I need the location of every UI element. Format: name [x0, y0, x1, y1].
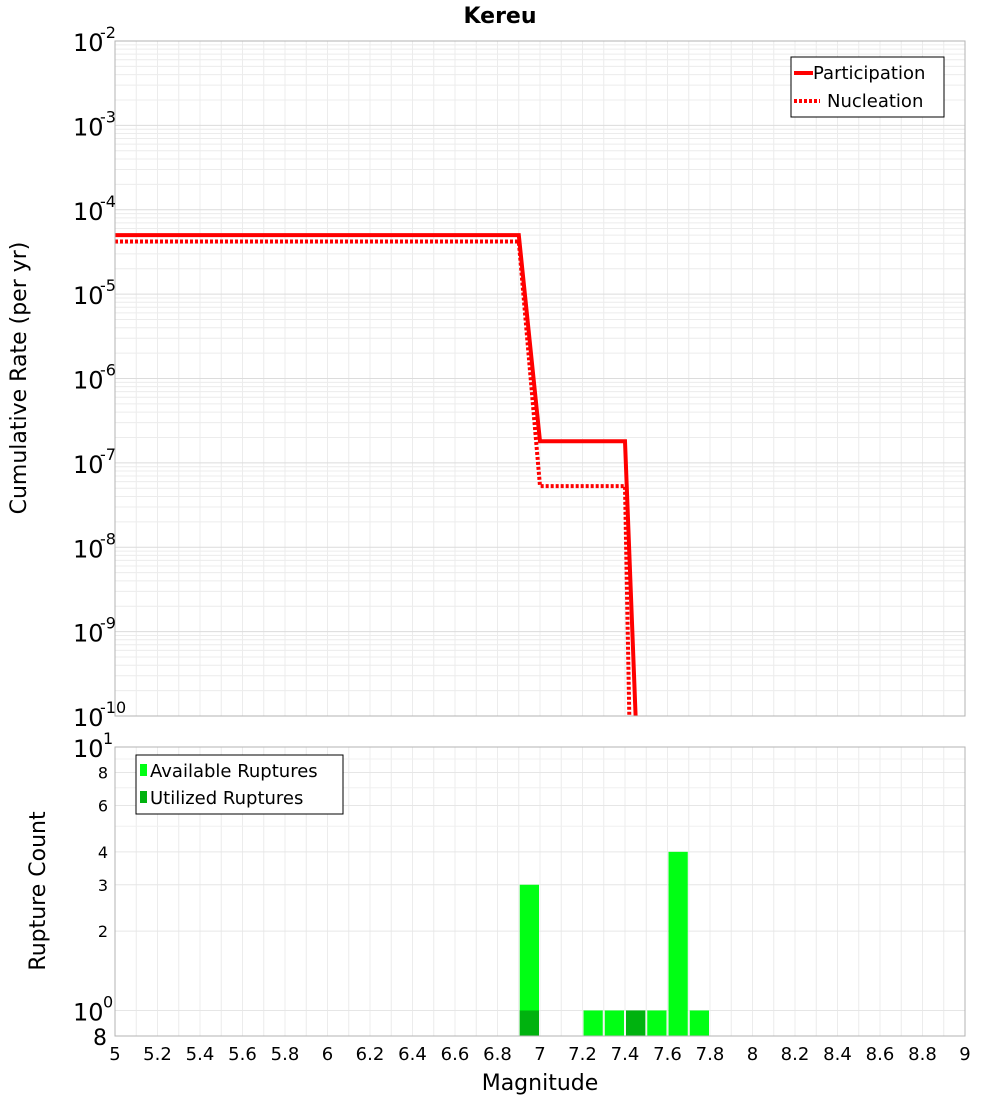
top-y-tick-base: 10	[73, 29, 104, 57]
top-y-tick-base: 10	[73, 113, 104, 141]
x-axis-label: Magnitude	[482, 1071, 599, 1096]
top-y-tick-base: 10	[73, 704, 104, 732]
top-y-tick-exponent: -9	[100, 614, 116, 633]
top-y-tick-exponent: -4	[100, 192, 116, 211]
x-tick-label: 8.6	[866, 1044, 895, 1065]
x-tick-label: 8.8	[908, 1044, 937, 1065]
x-tick-label: 5.6	[228, 1044, 257, 1065]
available-bar	[647, 1010, 667, 1036]
bottom-plot-frame	[114, 746, 966, 1037]
top-y-tick-exponent: -5	[100, 276, 116, 295]
x-tick-label: 7.2	[568, 1044, 597, 1065]
top-y-tick-base: 10	[73, 620, 104, 648]
bottom-y-tick-base: 10	[73, 735, 104, 763]
x-tick-label: 5.8	[271, 1044, 300, 1065]
available-bar	[604, 1010, 624, 1036]
available-bar	[583, 1010, 603, 1036]
bottom-y-tick-label: 3	[98, 876, 108, 895]
bottom-y-tick-exponent: 1	[103, 729, 113, 748]
top-y-tick: 10-3	[73, 107, 116, 141]
x-tick-label: 5	[109, 1044, 120, 1065]
top-y-tick: 10-9	[73, 614, 116, 648]
x-tick-label: 8.2	[781, 1044, 810, 1065]
utilized-bar	[519, 1010, 539, 1036]
x-tick-label: 5.2	[143, 1044, 172, 1065]
top-y-tick-exponent: -2	[100, 23, 116, 42]
legend-nucleation-label: Nucleation	[827, 91, 923, 112]
x-tick-label: 6.2	[356, 1044, 385, 1065]
bottom-y-axis-label: Rupture Count	[26, 811, 51, 971]
bottom-y-tick: 10 1	[73, 729, 113, 763]
x-tick-label: 8.4	[823, 1044, 852, 1065]
top-y-tick-exponent: -8	[100, 529, 116, 548]
available-bar	[519, 884, 539, 1036]
x-tick-label: 7	[534, 1044, 545, 1065]
top-y-tick: 10-2	[73, 23, 116, 57]
bottom-y-tick-label: 6	[98, 796, 108, 815]
chart-title: Kereu	[463, 4, 536, 29]
series-nucleation-line	[115, 239, 632, 717]
x-tick-label: 6.4	[398, 1044, 427, 1065]
series-participation-line	[115, 233, 638, 717]
top-y-tick-base: 10	[73, 282, 104, 310]
bottom-y-tick: 10 0	[73, 992, 113, 1026]
top-y-tick-exponent: -6	[100, 361, 116, 380]
top-series-lines	[115, 233, 638, 717]
x-tick-label: 7.4	[611, 1044, 640, 1065]
bottom-y-tick-label: 8	[93, 1026, 107, 1051]
top-y-tick: 10-10	[73, 698, 126, 732]
bottom-y-tick-base: 10	[73, 998, 104, 1026]
x-tick-label: 7.8	[696, 1044, 725, 1065]
x-tick-label: 6.6	[441, 1044, 470, 1065]
legend-available-label: Available Ruptures	[150, 761, 318, 782]
top-y-tick-exponent: -3	[100, 107, 116, 126]
top-y-tick-base: 10	[73, 451, 104, 479]
bottom-legend: Available Ruptures Utilized Ruptures	[135, 754, 344, 815]
x-tick-label: 5.4	[186, 1044, 215, 1065]
legend-utilized-label: Utilized Ruptures	[150, 788, 303, 809]
available-bar	[668, 851, 688, 1036]
top-y-tick-base: 10	[73, 198, 104, 226]
top-legend-box	[790, 56, 945, 118]
bottom-bars	[519, 851, 709, 1036]
top-y-tick: 10-4	[73, 192, 116, 226]
legend-participation-label: Participation	[813, 63, 925, 84]
top-y-tick-base: 10	[73, 367, 104, 395]
x-tick-label: 7.6	[653, 1044, 682, 1065]
top-plot-frame	[114, 40, 966, 717]
top-y-tick: 10-5	[73, 276, 116, 310]
top-y-tick-exponent: -10	[100, 698, 126, 717]
legend-utilized-swatch	[140, 791, 147, 803]
bottom-y-tick-label: 4	[98, 843, 108, 862]
top-y-tick: 10-8	[73, 529, 116, 563]
utilized-bar	[626, 1010, 646, 1036]
bottom-y-tick-exponent: 0	[103, 992, 113, 1011]
top-y-tick: 10-6	[73, 361, 116, 395]
x-tick-label: 9	[959, 1044, 970, 1065]
x-tick-labels: 5 5.2 5.4 5.6 5.8 6 6.2 6.4 6.6 6.8 7 7.2 7.4 7.6 7.8 8…	[109, 1044, 970, 1065]
x-tick-label: 6.8	[483, 1044, 512, 1065]
legend-available-swatch	[140, 764, 147, 776]
bottom-y-tick-label: 2	[98, 922, 108, 941]
top-gridlines	[114, 41, 966, 717]
top-y-tick: 10-7	[73, 445, 116, 479]
x-tick-label: 6	[322, 1044, 333, 1065]
available-bar	[689, 1010, 709, 1036]
x-tick-label: 8	[747, 1044, 758, 1065]
top-y-axis-label: Cumulative Rate (per yr)	[7, 242, 32, 515]
top-legend: Participation Nucleation	[790, 56, 945, 118]
bottom-legend-box	[135, 754, 344, 815]
bottom-y-tick-label: 8	[98, 764, 108, 783]
top-y-tick-exponent: -7	[100, 445, 116, 464]
top-y-tick-base: 10	[73, 535, 104, 563]
